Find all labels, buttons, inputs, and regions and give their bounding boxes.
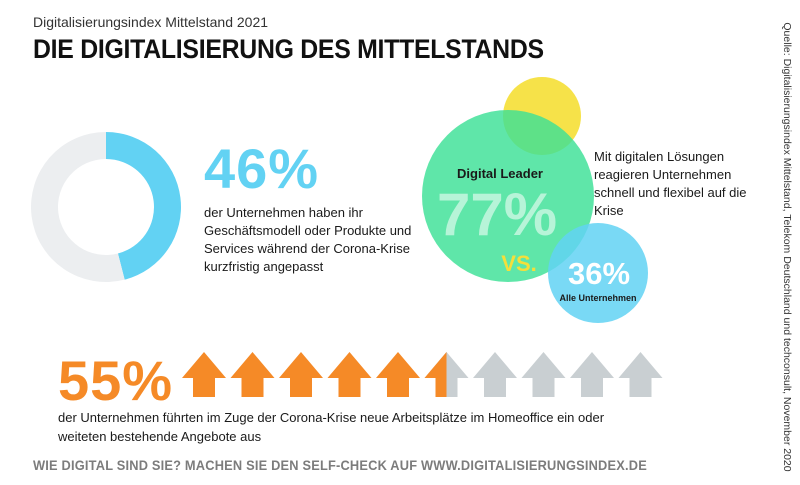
pictogram-arrow — [618, 352, 663, 397]
all-companies-label: Alle Unternehmen — [559, 293, 636, 303]
pictogram-arrow — [230, 352, 275, 397]
homeoffice-percent: 55% — [58, 349, 174, 412]
digital-leader-label: Digital Leader — [457, 166, 543, 181]
pictogram-arrow — [521, 352, 566, 397]
pictogram-arrow-partial — [424, 352, 469, 397]
digital-leader-bubble — [422, 110, 594, 282]
pictogram-arrow — [182, 352, 226, 397]
pictogram-arrow — [473, 352, 517, 397]
page-title: DIE DIGITALISIERUNG DES MITTELSTANDS — [33, 34, 544, 64]
pictogram-arrow — [279, 352, 323, 397]
pictogram-arrow — [327, 352, 372, 397]
pictogram-arrow — [570, 352, 614, 397]
business-model-percent: 46% — [204, 137, 320, 200]
all-companies-percent: 36% — [568, 256, 630, 291]
self-check-call-to-action: WIE DIGITAL SIND SIE? MACHEN SIE DEN SEL… — [33, 458, 647, 473]
donut-chart — [31, 132, 182, 282]
homeoffice-description: der Unternehmen führten im Zuge der Coro… — [58, 410, 605, 444]
donut-segment-2 — [31, 132, 125, 282]
vs-label: VS. — [501, 251, 536, 276]
digital-leader-percent: 77% — [437, 181, 557, 248]
bubble-chart: Digital Leader 77% VS. 36% Alle Unterneh… — [422, 77, 648, 323]
business-model-description: der Unternehmen haben ihr Geschäftsmodel… — [204, 205, 412, 274]
comparison-description: Mit digitalen Lösungen reagieren Unterne… — [594, 149, 747, 218]
pictogram-arrow-filled-part — [424, 352, 447, 397]
homeoffice-pictogram — [182, 352, 663, 397]
pictogram-arrow — [376, 352, 420, 397]
donut-segment-1 — [106, 132, 182, 280]
subtitle: Digitalisierungsindex Mittelstand 2021 — [33, 14, 269, 30]
all-companies-bubble — [548, 223, 648, 323]
